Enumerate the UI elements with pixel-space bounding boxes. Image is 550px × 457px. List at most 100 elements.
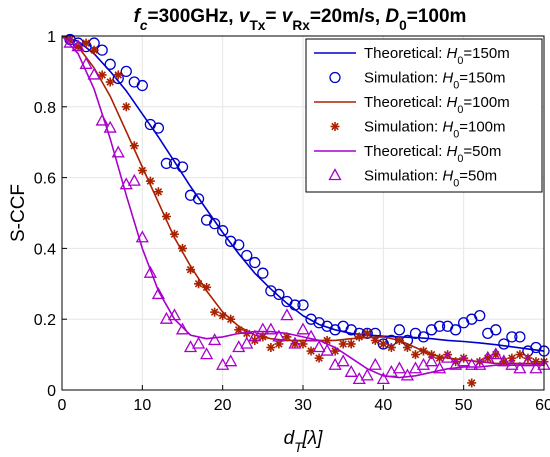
series-line xyxy=(61,35,545,352)
triangle-marker xyxy=(256,322,270,335)
star-marker xyxy=(435,353,445,363)
triangle-marker xyxy=(264,322,278,335)
circle-marker xyxy=(217,225,229,237)
triangle-marker xyxy=(127,173,141,186)
triangle-marker xyxy=(465,357,479,370)
circle-marker xyxy=(393,324,406,336)
triangle-marker xyxy=(304,329,318,342)
circle-marker xyxy=(96,44,108,56)
triangle-marker xyxy=(376,372,390,385)
y-tick-label: 0.2 xyxy=(34,312,56,329)
star-marker xyxy=(354,332,364,342)
star-stroke xyxy=(403,343,412,352)
star-stroke xyxy=(299,340,307,348)
circle-marker xyxy=(249,256,261,269)
star-stroke xyxy=(307,347,315,355)
series-line xyxy=(61,35,544,379)
star-stroke xyxy=(355,333,363,341)
triangle-marker xyxy=(111,145,125,158)
triangle-marker xyxy=(360,368,374,381)
legend-label: Simulation: H0=50m xyxy=(364,168,497,190)
triangle-marker xyxy=(489,347,503,360)
star-marker xyxy=(419,346,428,356)
star-marker xyxy=(314,353,324,363)
triangle-marker xyxy=(224,354,238,367)
star-stroke xyxy=(186,265,195,274)
x-tick-label: 20 xyxy=(214,397,232,414)
star-stroke xyxy=(106,78,114,86)
circle-marker xyxy=(257,267,269,279)
star-stroke xyxy=(138,166,147,175)
x-tick-label: 30 xyxy=(294,397,312,414)
triangle-marker xyxy=(424,354,439,367)
star-stroke xyxy=(411,350,420,359)
star-marker xyxy=(386,343,396,353)
star-marker xyxy=(274,339,284,349)
triangle-marker xyxy=(208,333,222,346)
plot-area xyxy=(61,33,550,388)
triangle-marker xyxy=(457,354,471,367)
y-tick-label: 0.6 xyxy=(34,171,56,188)
triangle-marker xyxy=(432,361,447,374)
star-stroke xyxy=(130,141,139,150)
star-marker xyxy=(210,307,220,317)
legend-entry: Simulation: H0=100m xyxy=(330,119,506,141)
star-marker xyxy=(282,332,292,342)
triangle-marker xyxy=(240,336,254,349)
star-marker xyxy=(402,343,412,353)
circle-marker xyxy=(208,217,221,230)
chart-title: fc=300GHz, vTx= vRx=20m/s, D0=100m xyxy=(134,6,467,33)
triangle-marker xyxy=(248,329,262,342)
star-stroke xyxy=(419,347,428,355)
star-stroke xyxy=(170,230,179,238)
circle-marker xyxy=(120,65,132,78)
star-stroke xyxy=(467,379,476,387)
star-stroke xyxy=(267,343,275,352)
star-stroke xyxy=(162,212,171,221)
star-marker xyxy=(129,141,139,151)
star-marker xyxy=(194,279,204,289)
star-marker xyxy=(362,328,372,338)
star-marker xyxy=(81,38,91,48)
circle-marker xyxy=(289,299,301,311)
star-marker xyxy=(89,45,99,55)
triangle-marker xyxy=(296,322,310,335)
series-triangle xyxy=(63,35,550,385)
star-stroke xyxy=(202,283,211,292)
circle-marker xyxy=(514,331,526,343)
star-marker xyxy=(121,102,131,112)
triangle-marker xyxy=(191,336,206,349)
star-marker xyxy=(394,335,404,345)
circle-marker xyxy=(241,249,253,262)
star-stroke xyxy=(363,329,372,338)
circle-marker xyxy=(297,299,309,311)
triangle-marker xyxy=(79,56,93,69)
triangle-marker xyxy=(497,354,511,367)
star-stroke xyxy=(178,244,187,253)
star-marker xyxy=(467,378,477,388)
star-marker xyxy=(346,339,356,349)
circle-marker xyxy=(506,331,518,343)
legend-entry: Simulation: H0=50m xyxy=(328,168,497,190)
star-stroke xyxy=(122,103,131,111)
circle-marker xyxy=(160,157,173,170)
triangle-marker xyxy=(95,113,109,126)
triangle-marker xyxy=(505,357,519,370)
star-stroke xyxy=(154,188,163,196)
circle-marker xyxy=(176,161,189,173)
y-tick-label: 0.8 xyxy=(34,100,56,117)
circle-marker xyxy=(490,324,502,336)
triangle-marker xyxy=(63,35,77,48)
series-line xyxy=(61,35,545,352)
legend-label: Theoretical: H0=50m xyxy=(364,143,501,165)
triangle-marker xyxy=(513,361,527,374)
star-marker xyxy=(137,166,147,176)
star-stroke xyxy=(331,122,339,131)
triangle-marker xyxy=(441,350,455,363)
circle-marker xyxy=(449,324,462,336)
legend-label: Simulation: H0=150m xyxy=(364,70,506,92)
star-stroke xyxy=(339,340,347,348)
star-stroke xyxy=(371,336,380,345)
triangle-marker xyxy=(143,265,157,278)
legend-label: Theoretical: H0=100m xyxy=(364,94,510,116)
